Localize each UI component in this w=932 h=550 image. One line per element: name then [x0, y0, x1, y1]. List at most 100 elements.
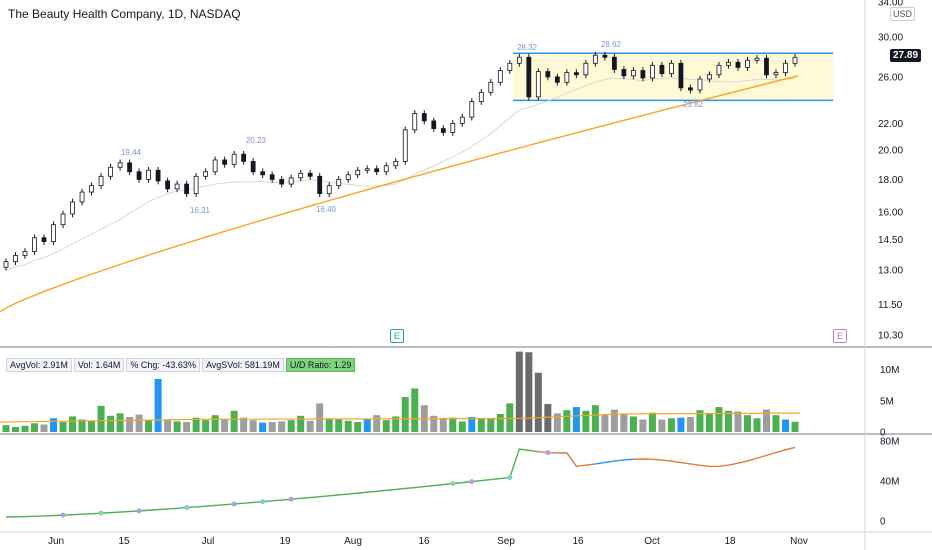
candle-body	[70, 201, 75, 215]
volume-stats-bar: AvgVol: 2.91M Vol: 1.64M % Chg: -43.63% …	[6, 358, 356, 372]
volume-bar	[411, 388, 419, 432]
candle	[22, 248, 28, 259]
candle-body	[32, 237, 37, 252]
volume-bar	[135, 414, 143, 432]
volume-bar	[259, 422, 267, 432]
ma50-line	[0, 75, 799, 313]
candle	[193, 172, 199, 198]
last-price-tag: 27.89	[890, 49, 922, 62]
volume-bar	[126, 417, 134, 432]
candle-body	[754, 57, 760, 61]
candle-body	[716, 64, 722, 76]
candle-body	[564, 72, 570, 83]
volume-bar	[601, 414, 609, 432]
candle	[488, 78, 494, 96]
candle	[450, 120, 456, 136]
price-axis-tick-label: 26.00	[878, 72, 903, 83]
rs-axis-tick-label: 0	[880, 517, 886, 528]
candle-body	[241, 153, 247, 162]
candle-body	[51, 224, 56, 242]
volume-bar	[116, 413, 124, 432]
candle-body	[469, 101, 475, 118]
volume-bar	[316, 403, 324, 432]
candle	[754, 54, 760, 64]
candle-body	[735, 61, 741, 68]
candle	[545, 68, 551, 81]
candle	[241, 150, 247, 165]
candle	[279, 176, 285, 188]
candle	[735, 58, 741, 71]
candle-body	[507, 62, 513, 71]
candle	[697, 75, 703, 94]
candle-body	[117, 162, 123, 168]
volume-bar	[278, 421, 286, 432]
volume-bar	[21, 425, 29, 432]
candle	[573, 69, 579, 79]
volume-bar	[658, 419, 666, 432]
chart-title: The Beauty Health Company, 1D, NASDAQ	[8, 7, 241, 21]
volume-bar	[648, 412, 656, 432]
candle	[659, 62, 665, 78]
candle	[459, 113, 465, 127]
candle-body	[165, 180, 171, 190]
volume-bar	[724, 410, 732, 432]
candle	[260, 168, 266, 179]
price-annotation: 28.62	[601, 40, 622, 49]
candle-body	[374, 168, 380, 173]
candle-body	[279, 178, 285, 185]
volume-axis-tick-label: 10M	[880, 365, 899, 376]
candle-body	[792, 56, 798, 64]
candle-body	[307, 172, 313, 177]
candle-body	[127, 162, 132, 173]
time-axis-tick-label: 15	[118, 536, 130, 547]
candle-body	[41, 237, 47, 242]
candle	[535, 68, 541, 101]
candle	[726, 58, 731, 69]
volume-bar	[59, 422, 67, 432]
candle	[3, 258, 9, 271]
candle-body	[298, 172, 304, 179]
time-axis-tick-label: 16	[572, 536, 584, 547]
earnings-marker-purple[interactable]: E	[833, 329, 847, 343]
relative-strength-line	[633, 446, 796, 468]
candle	[355, 166, 361, 179]
candle-body	[554, 76, 560, 83]
candle-body	[526, 56, 532, 98]
candle	[650, 62, 655, 82]
candle	[364, 165, 370, 174]
price-axis-tick-label: 16.00	[878, 208, 903, 219]
volume-bar	[582, 410, 590, 432]
candle	[469, 98, 475, 121]
candle-body	[630, 70, 636, 77]
candle	[773, 69, 779, 79]
volume-bar	[31, 423, 39, 432]
candle	[89, 182, 94, 196]
candle-body	[688, 87, 693, 91]
volume-bar	[686, 417, 694, 432]
rs-highlight-dot	[469, 479, 475, 485]
volume-ma-line	[0, 418, 201, 423]
volume-bar	[401, 397, 409, 432]
candle-body	[393, 161, 399, 167]
currency-button[interactable]: USD	[890, 7, 916, 21]
candle	[431, 117, 437, 132]
candle	[231, 150, 237, 168]
avg-dollar-vol-stat: AvgSVol: 581.19M	[201, 358, 284, 372]
volume-bar	[335, 419, 343, 432]
earnings-marker-green[interactable]: E	[390, 329, 404, 343]
candle-body	[783, 62, 788, 74]
price-axis-tick-label: 34.00	[878, 0, 903, 9]
volume-bar	[525, 352, 533, 432]
candle-body	[412, 113, 418, 131]
candle	[98, 172, 104, 190]
volume-bar	[449, 417, 457, 432]
volume-bar	[610, 409, 618, 432]
candle-body	[317, 175, 323, 195]
candle	[127, 159, 132, 176]
candle	[383, 162, 389, 176]
volume-bar	[88, 420, 96, 432]
volume-bar	[287, 420, 295, 432]
candle-body	[431, 120, 437, 129]
price-annotation: 19.44	[121, 148, 142, 157]
